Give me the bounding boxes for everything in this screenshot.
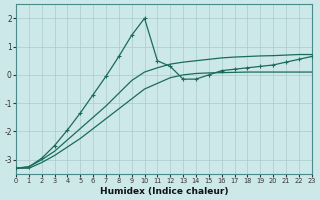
X-axis label: Humidex (Indice chaleur): Humidex (Indice chaleur) — [100, 187, 228, 196]
